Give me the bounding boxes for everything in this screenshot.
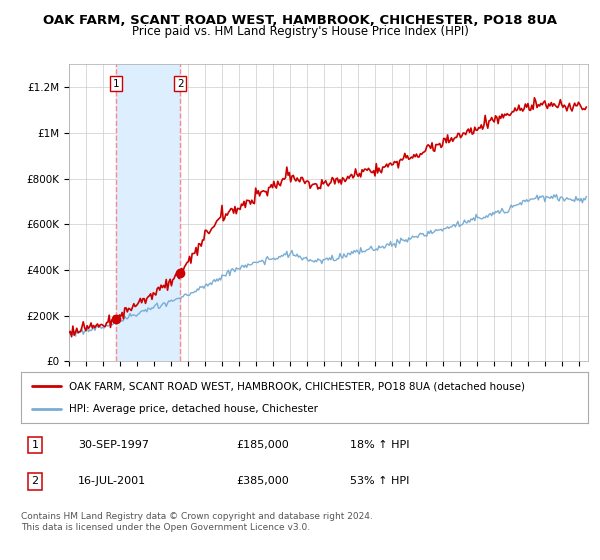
Text: Price paid vs. HM Land Registry's House Price Index (HPI): Price paid vs. HM Land Registry's House … [131, 25, 469, 38]
Text: 2: 2 [177, 79, 184, 88]
Text: 1: 1 [32, 440, 38, 450]
Text: 16-JUL-2001: 16-JUL-2001 [78, 477, 146, 486]
Bar [116, 64, 180, 361]
Text: OAK FARM, SCANT ROAD WEST, HAMBROOK, CHICHESTER, PO18 8UA (detached house): OAK FARM, SCANT ROAD WEST, HAMBROOK, CHI… [69, 381, 525, 391]
Text: £385,000: £385,000 [236, 477, 289, 486]
Text: 2: 2 [32, 477, 39, 486]
Text: 30-SEP-1997: 30-SEP-1997 [78, 440, 149, 450]
Text: Contains HM Land Registry data © Crown copyright and database right 2024.
This d: Contains HM Land Registry data © Crown c… [21, 512, 373, 532]
Text: £185,000: £185,000 [236, 440, 289, 450]
Text: OAK FARM, SCANT ROAD WEST, HAMBROOK, CHICHESTER, PO18 8UA: OAK FARM, SCANT ROAD WEST, HAMBROOK, CHI… [43, 14, 557, 27]
Text: 53% ↑ HPI: 53% ↑ HPI [350, 477, 409, 486]
Text: 1: 1 [112, 79, 119, 88]
Text: 18% ↑ HPI: 18% ↑ HPI [350, 440, 409, 450]
Text: HPI: Average price, detached house, Chichester: HPI: Average price, detached house, Chic… [69, 404, 318, 414]
